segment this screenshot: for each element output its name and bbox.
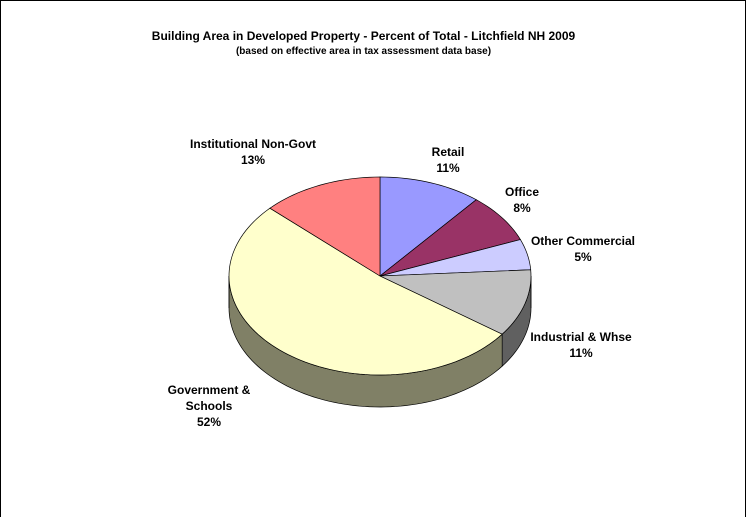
slice [379, 239, 532, 277]
slice-label: Institutional Non-Govt 13% [183, 136, 323, 168]
slice [379, 269, 532, 335]
slice-label: Office 8% [505, 184, 539, 216]
chart-subtitle: (based on effective area in tax assessme… [235, 46, 492, 57]
value-label: 13% [240, 153, 266, 167]
slice-label: Retail 11% [432, 144, 465, 176]
chart-title: Building Area in Developed Property - Pe… [151, 29, 576, 43]
slice-label: Government & Schools 52% [154, 382, 264, 430]
category-label: Institutional Non-Govt [190, 137, 316, 151]
slice [379, 176, 477, 277]
slice-label: Other Commercial 5% [531, 233, 635, 265]
category-label: Industrial & Whse [530, 330, 632, 344]
slice-label: Industrial & Whse 11% [530, 329, 631, 361]
slice [269, 176, 381, 277]
category-label: Retail [431, 145, 465, 159]
value-label: 52% [196, 415, 222, 429]
value-label: 11% [436, 161, 460, 175]
category-label: Office [504, 185, 540, 199]
category-label: Other Commercial [530, 234, 636, 248]
slice [379, 199, 521, 277]
slice [228, 207, 503, 376]
value-label: 8% [513, 201, 531, 215]
category-label: Government & Schools [167, 383, 251, 413]
value-label: 5% [574, 250, 592, 264]
value-label: 11% [569, 346, 593, 360]
